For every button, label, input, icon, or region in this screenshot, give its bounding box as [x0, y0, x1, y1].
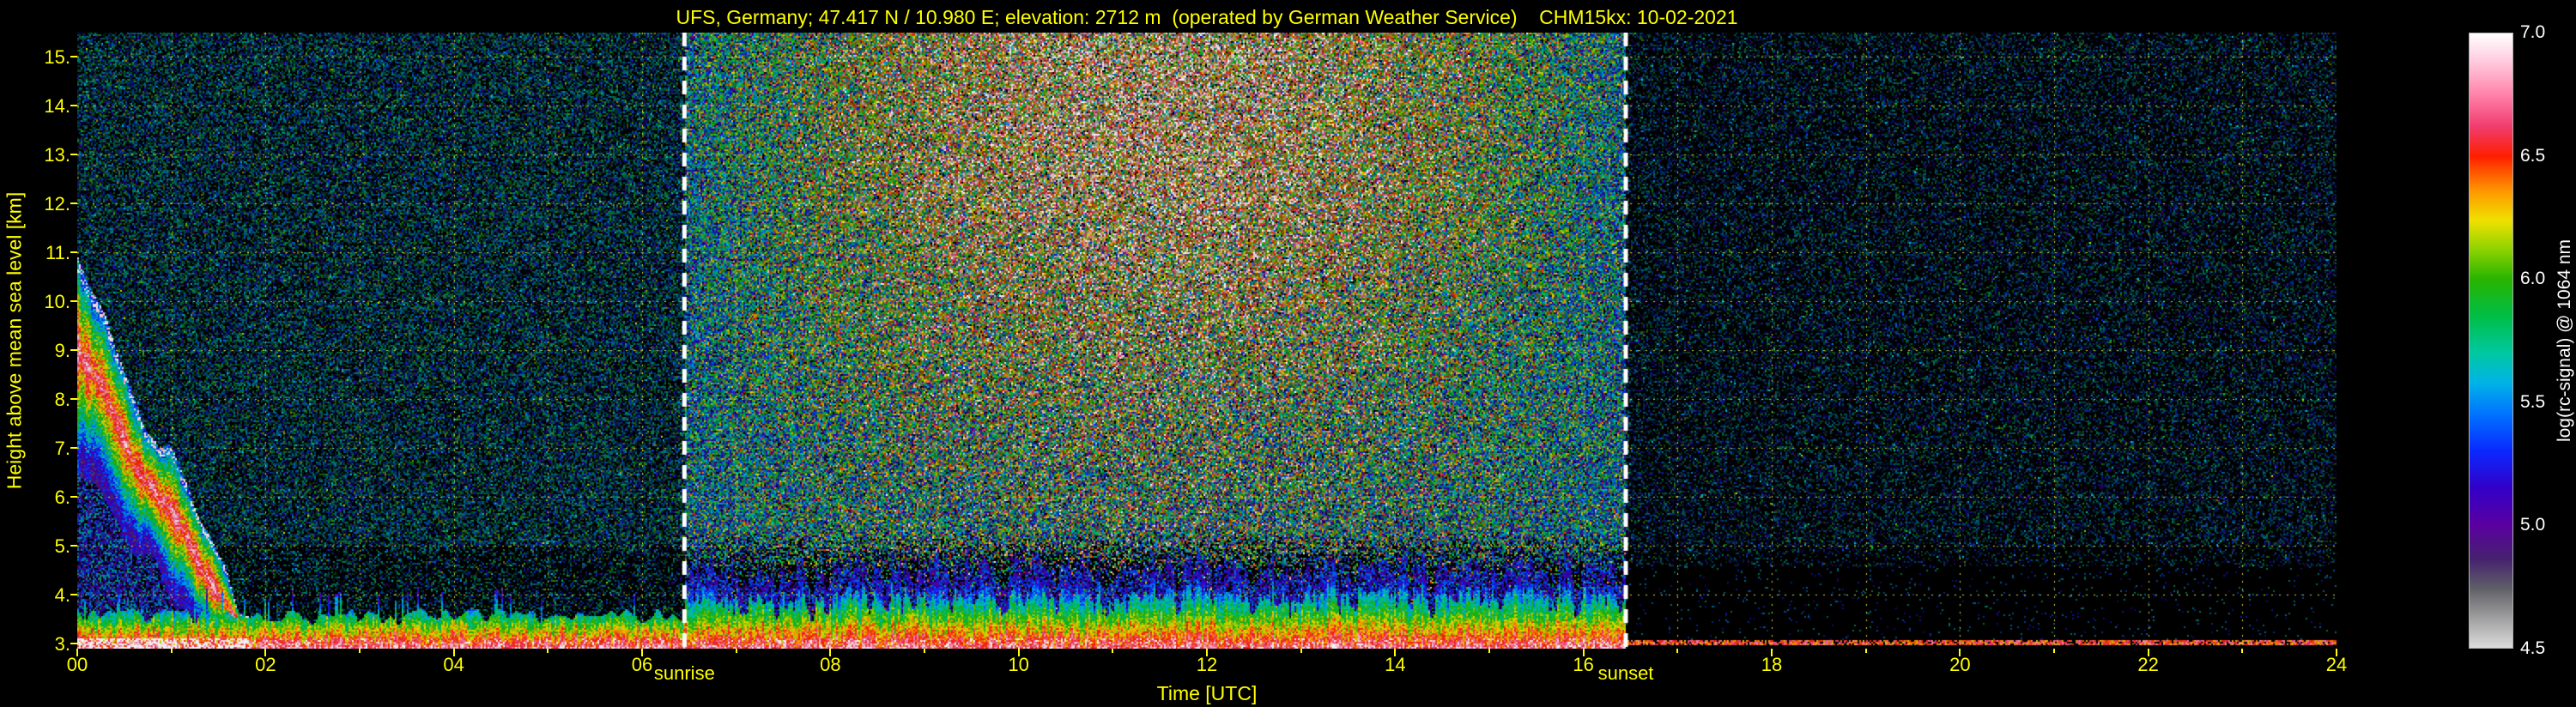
- x-minor-tick-mark: [924, 649, 925, 653]
- y-tick-label: 13.: [44, 144, 70, 166]
- x-tick-label: 20: [1949, 654, 1971, 675]
- y-tick-label: 12.: [44, 193, 70, 215]
- x-minor-tick-mark: [1112, 649, 1114, 653]
- x-minor-tick-mark: [1488, 649, 1490, 653]
- x-minor-tick-mark: [170, 649, 173, 653]
- y-tick-mark: [70, 398, 77, 401]
- colorbar-tick-label: 5.0: [2520, 515, 2546, 535]
- x-tick-label: 00: [66, 654, 88, 675]
- x-minor-tick-mark: [2053, 649, 2055, 653]
- x-tick-label: 02: [255, 654, 276, 675]
- x-tick-mark: [76, 649, 78, 656]
- x-minor-tick-mark: [1300, 649, 1302, 653]
- sunrise-label: sunrise: [653, 662, 715, 684]
- colorbar: [2469, 33, 2513, 649]
- x-tick-mark: [2336, 649, 2337, 656]
- y-tick-label: 15.: [44, 46, 70, 69]
- x-axis-label: Time [UTC]: [1156, 682, 1258, 704]
- y-tick-mark: [70, 447, 77, 450]
- x-tick-mark: [452, 649, 455, 656]
- y-tick-label: 14.: [44, 95, 70, 118]
- x-minor-tick-mark: [2241, 649, 2244, 653]
- x-tick-label: 08: [820, 654, 841, 675]
- y-tick-label: 11.: [45, 242, 70, 264]
- x-tick-mark: [2147, 649, 2149, 656]
- x-tick-mark: [1771, 649, 1773, 656]
- x-tick-label: 12: [1196, 654, 1218, 675]
- x-tick-mark: [829, 649, 832, 656]
- y-tick-mark: [70, 56, 77, 58]
- x-minor-tick-mark: [547, 649, 549, 653]
- colorbar-tick-label: 6.5: [2520, 145, 2546, 166]
- y-tick-label: 3.: [54, 633, 70, 656]
- y-tick-mark: [70, 594, 77, 596]
- x-tick-label: 04: [443, 654, 464, 675]
- x-tick-mark: [1394, 649, 1397, 656]
- plot-area: [77, 33, 2337, 649]
- x-tick-label: 18: [1761, 654, 1783, 675]
- y-tick-mark: [70, 349, 77, 352]
- x-tick-label: 06: [631, 654, 653, 675]
- x-tick-label: 22: [2137, 654, 2159, 675]
- colorbar-tick-label: 6.0: [2520, 269, 2546, 289]
- colorbar-tick-label: 5.5: [2520, 391, 2546, 412]
- x-minor-tick-mark: [1864, 649, 1867, 653]
- plot-title: UFS, Germany; 47.417 N / 10.980 E; eleva…: [676, 6, 1738, 28]
- sunset-label: sunset: [1597, 662, 1654, 684]
- x-tick-mark: [1959, 649, 1961, 656]
- y-tick-mark: [70, 202, 77, 205]
- y-tick-label: 4.: [54, 584, 70, 607]
- x-tick-label: 14: [1385, 654, 1406, 675]
- colorbar-tick-label: 7.0: [2520, 22, 2546, 42]
- x-tick-mark: [1582, 649, 1585, 656]
- x-minor-tick-mark: [735, 649, 737, 653]
- x-tick-label: 16: [1573, 654, 1594, 675]
- x-tick-mark: [1206, 649, 1208, 656]
- x-tick-mark: [1017, 649, 1020, 656]
- y-tick-mark: [70, 105, 77, 107]
- y-tick-mark: [70, 643, 77, 645]
- y-tick-label: 10.: [44, 291, 70, 313]
- y-tick-mark: [70, 154, 77, 156]
- y-tick-label: 8.: [54, 389, 70, 411]
- backscatter-heatmap-canvas: [77, 33, 2337, 649]
- x-tick-label: 10: [1008, 654, 1029, 675]
- y-tick-label: 6.: [54, 486, 70, 509]
- x-minor-tick-mark: [359, 649, 361, 653]
- y-axis-label: Height above mean sea level [km]: [3, 191, 26, 490]
- y-tick-mark: [70, 496, 77, 499]
- y-tick-label: 7.: [54, 438, 70, 460]
- colorbar-tick-label: 4.5: [2520, 638, 2546, 658]
- y-tick-label: 5.: [54, 535, 70, 558]
- colorbar-label: log(rc-signal) @ 1064 nm: [2555, 239, 2574, 443]
- y-tick-mark: [70, 545, 77, 547]
- x-minor-tick-mark: [1676, 649, 1679, 653]
- y-tick-label: 9.: [54, 340, 70, 362]
- x-tick-label: 24: [2325, 654, 2348, 675]
- y-tick-mark: [70, 300, 77, 303]
- x-tick-mark: [264, 649, 267, 656]
- y-tick-mark: [70, 251, 77, 254]
- x-tick-mark: [641, 649, 643, 656]
